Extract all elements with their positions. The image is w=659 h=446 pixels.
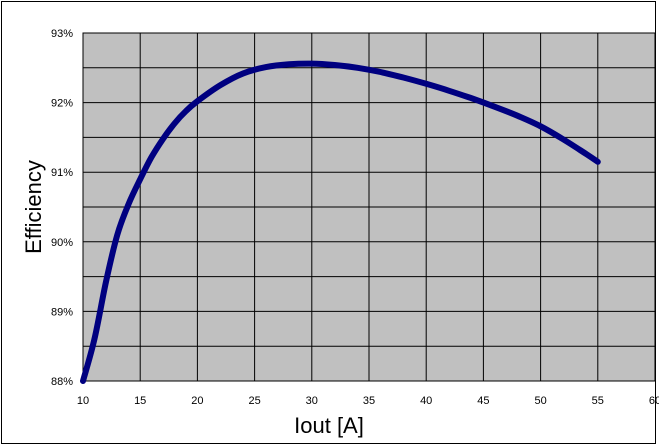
x-tick-label: 40	[420, 395, 432, 407]
x-tick-label: 25	[248, 395, 260, 407]
y-tick-label: 88%	[51, 376, 73, 388]
y-tick-label: 90%	[51, 237, 73, 249]
efficiency-line	[80, 60, 601, 384]
series-lines	[80, 60, 601, 384]
y-tick-label: 89%	[51, 306, 73, 318]
y-tick-label: 91%	[51, 167, 73, 179]
x-tick-label: 45	[477, 395, 489, 407]
y-axis-title: Efficiency	[21, 160, 46, 254]
y-tick-labels: 88% 89% 90% 91% 92% 93%	[51, 28, 73, 388]
x-tick-label: 35	[363, 395, 375, 407]
x-axis-title: Iout [A]	[294, 413, 364, 438]
x-tick-label: 50	[534, 395, 546, 407]
x-tick-labels: 10 15 20 25 30 35 40 45 50 55 60	[77, 395, 659, 407]
plot-border	[82, 32, 656, 382]
x-tick-label: 30	[306, 395, 318, 407]
x-tick-label: 15	[134, 395, 146, 407]
y-tick-label: 93%	[51, 28, 73, 40]
x-tick-label: 60	[649, 395, 659, 407]
x-tick-label: 10	[77, 395, 89, 407]
grid-lines	[82, 32, 656, 382]
y-tick-label: 92%	[51, 98, 73, 110]
x-tick-label: 20	[191, 395, 203, 407]
x-tick-label: 55	[592, 395, 604, 407]
